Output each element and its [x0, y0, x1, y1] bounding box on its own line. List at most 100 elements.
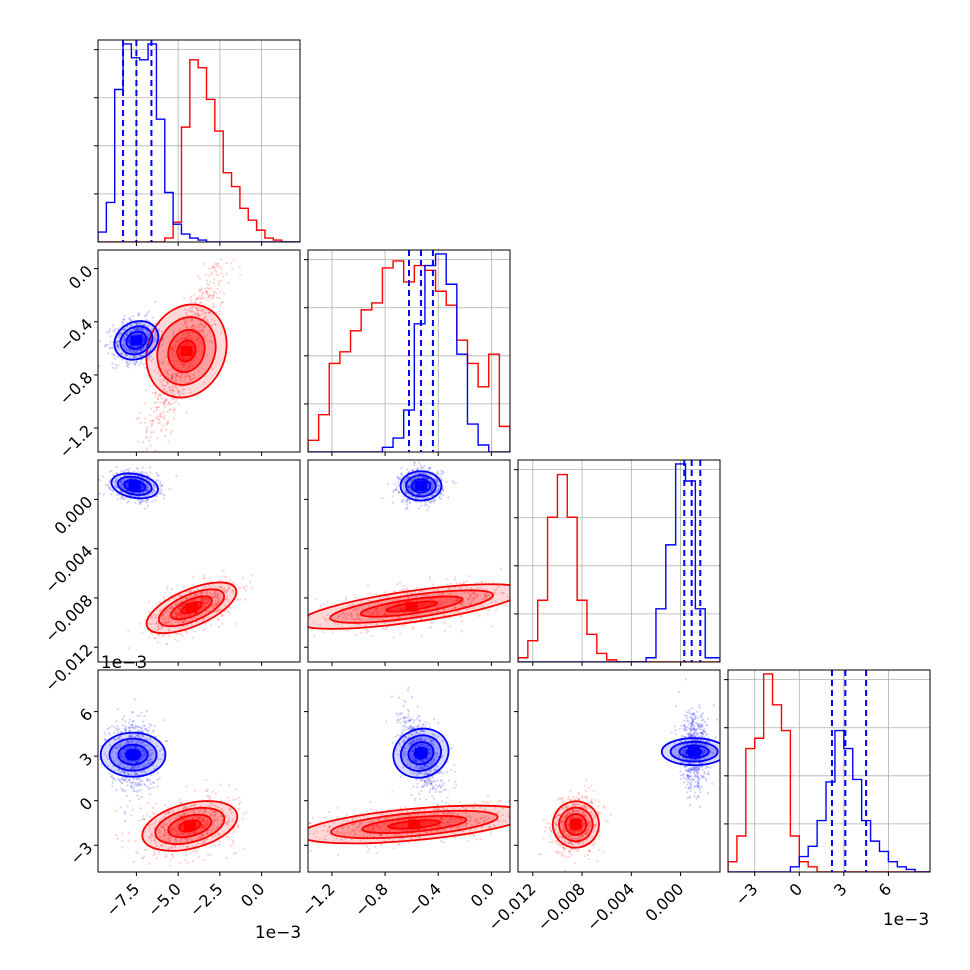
sample-point — [491, 625, 494, 628]
sample-point — [140, 327, 143, 330]
sample-point — [181, 332, 184, 335]
sample-point — [195, 850, 199, 853]
sample-point — [197, 313, 200, 317]
sample-point — [180, 614, 183, 618]
sample-point — [208, 609, 211, 612]
sample-point — [143, 337, 146, 340]
sample-point — [132, 346, 135, 349]
sample-point — [451, 599, 454, 602]
sample-point — [160, 627, 163, 630]
sample-point — [111, 362, 114, 365]
sample-point — [369, 622, 372, 626]
sample-point — [203, 810, 206, 814]
sample-point — [436, 485, 439, 488]
sample-point — [186, 806, 189, 810]
sample-point — [146, 504, 149, 507]
sample-point — [281, 622, 283, 624]
sample-point — [114, 327, 117, 330]
sample-point — [178, 797, 182, 800]
sample-point — [191, 319, 194, 322]
sample-point — [165, 397, 168, 400]
sample-point — [184, 337, 187, 341]
sample-point — [194, 598, 197, 601]
sample-point — [182, 625, 186, 629]
sample-point — [374, 608, 377, 611]
sample-point — [197, 350, 200, 353]
sample-point — [98, 478, 101, 482]
sample-point — [151, 419, 155, 423]
sample-point — [109, 493, 113, 496]
sample-point — [167, 419, 170, 423]
panel-frame — [97, 459, 301, 663]
sample-point — [442, 471, 445, 474]
sample-point — [157, 850, 160, 854]
sample-point — [185, 373, 188, 376]
sample-point — [437, 484, 441, 487]
sample-point — [108, 481, 111, 484]
sample-point — [422, 472, 425, 475]
panels-group: −1.2−0.8−0.40.0−0.012−0.008−0.0040.000−3… — [41, 39, 931, 935]
sample-point — [435, 489, 438, 492]
sample-point — [136, 333, 139, 336]
sample-point — [166, 371, 169, 375]
sample-point — [210, 341, 214, 344]
sample-point — [117, 364, 120, 367]
sample-point — [225, 590, 228, 594]
sample-point — [435, 473, 438, 476]
sample-point — [155, 471, 158, 475]
sample-point — [150, 407, 153, 410]
sample-point — [153, 410, 156, 413]
sample-point — [204, 612, 207, 616]
sample-point — [498, 591, 502, 594]
sample-point — [404, 508, 407, 511]
sample-point — [394, 489, 398, 492]
sample-point — [168, 487, 171, 491]
sample-point — [455, 597, 458, 601]
sample-point — [473, 592, 476, 595]
sample-point — [178, 329, 181, 332]
sample-point — [436, 479, 439, 482]
sample-point — [128, 349, 131, 353]
sample-point — [220, 267, 223, 270]
sample-point — [206, 831, 209, 834]
sample-point — [128, 477, 131, 480]
sample-point — [422, 594, 425, 597]
sample-point — [426, 477, 430, 480]
sample-point — [161, 826, 164, 829]
sample-point — [132, 361, 135, 364]
sample-point — [179, 815, 182, 818]
sample-point — [440, 593, 443, 596]
sample-point — [141, 856, 144, 859]
sample-point — [413, 483, 416, 486]
sample-point — [193, 849, 197, 853]
sample-point — [202, 835, 205, 838]
sample-point — [305, 628, 307, 630]
sample-point — [213, 319, 216, 322]
sample-point — [190, 318, 193, 321]
sample-point — [115, 472, 118, 475]
sample-point — [435, 610, 438, 613]
sample-point — [207, 295, 210, 298]
sample-point — [136, 322, 139, 325]
sample-point — [184, 619, 188, 622]
sample-point — [115, 367, 118, 370]
sample-point — [211, 295, 215, 298]
sample-point — [445, 601, 448, 604]
sample-point — [161, 614, 164, 617]
sample-point — [217, 608, 220, 612]
sample-point — [142, 341, 145, 344]
sample-point — [137, 312, 140, 315]
sample-point — [219, 815, 222, 818]
sample-point — [407, 486, 410, 489]
sample-point — [354, 609, 358, 612]
sample-point — [436, 472, 439, 475]
sample-point — [216, 820, 219, 823]
sample-point — [175, 356, 178, 359]
sample-point — [427, 500, 430, 503]
sample-point — [202, 326, 205, 329]
sample-point — [469, 607, 472, 610]
sample-point — [200, 340, 203, 343]
sample-point — [142, 347, 145, 350]
sample-point — [138, 345, 141, 348]
sample-point — [214, 810, 217, 813]
